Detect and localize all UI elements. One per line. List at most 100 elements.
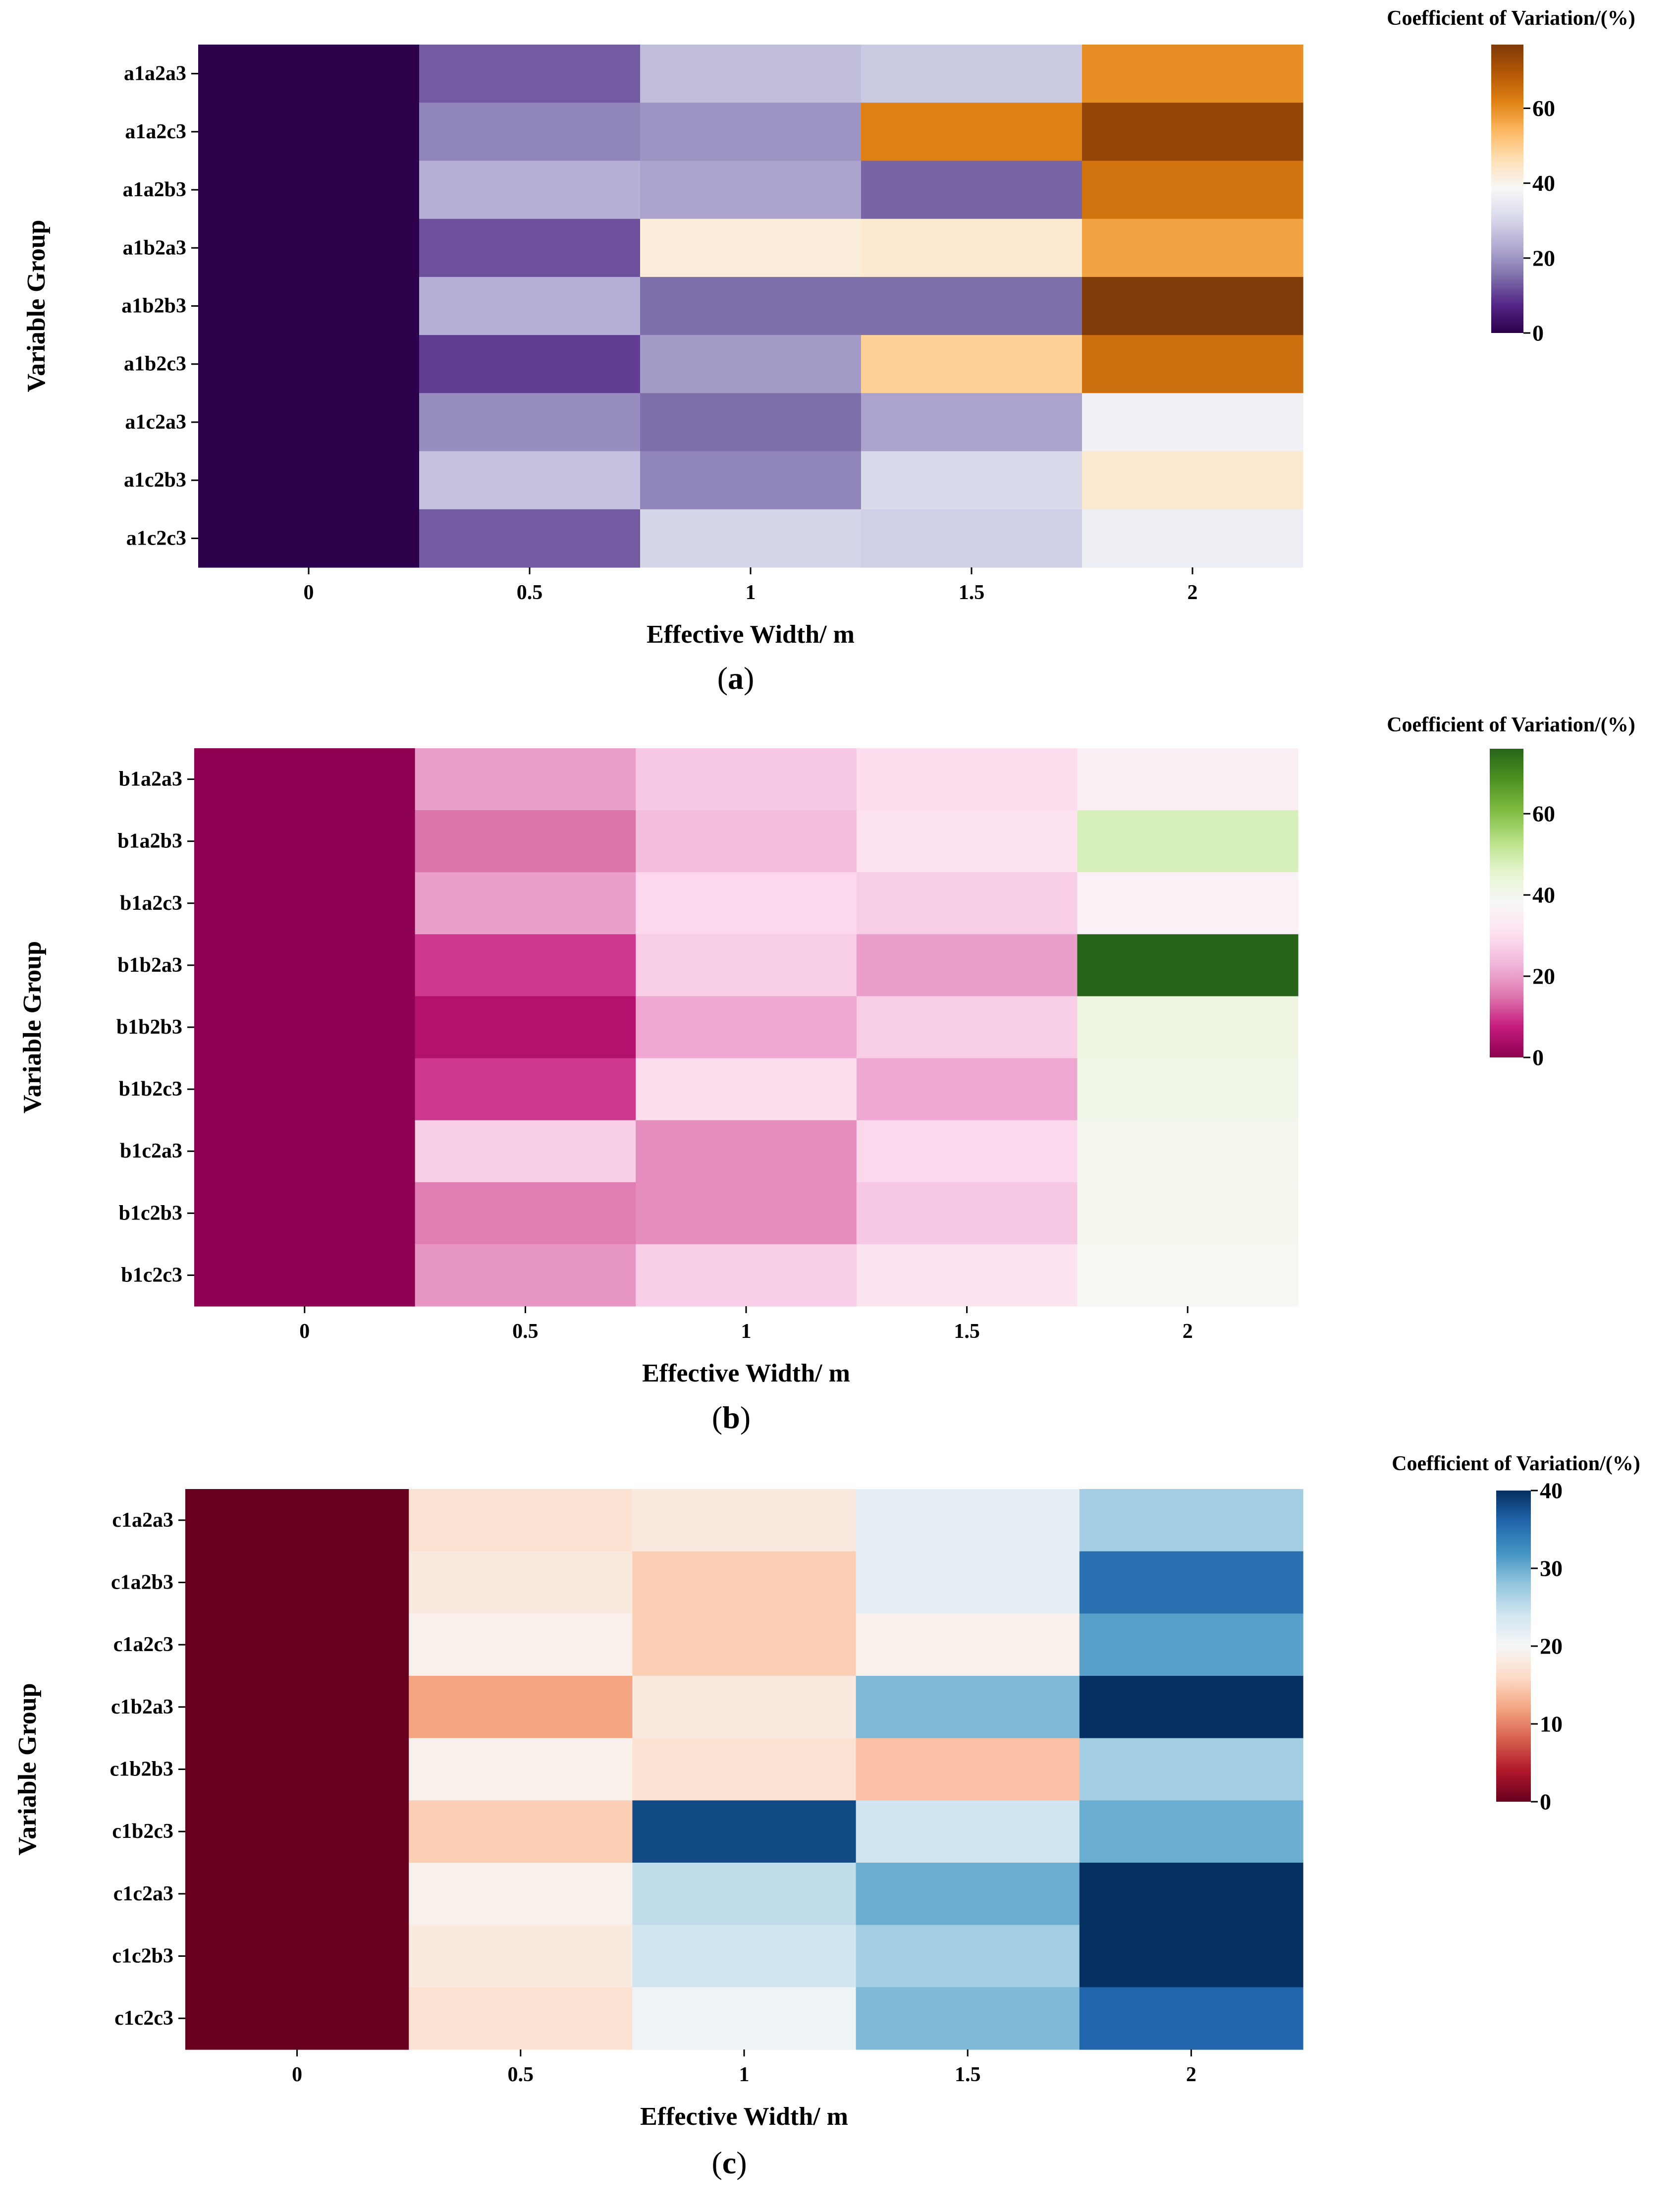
y-tick-label: b1b2b3 [116, 1016, 182, 1039]
heatmap-cell: a1b2c3 @ 0.5: 10 [419, 335, 641, 393]
x-tick-label: 0.5 [508, 2063, 534, 2086]
heatmap-cell: a1c2a3 @ 1.5: 22 [861, 393, 1083, 452]
y-tick-label: b1c2a3 [120, 1140, 182, 1162]
x-tick-label: 1.5 [959, 581, 985, 604]
heatmap-cell: a1a2c3 @ 2: 74 [1082, 103, 1303, 162]
x-tick-label: 1.5 [955, 2063, 981, 2086]
heatmap-cell: c1b2c3 @ 0: 0 [185, 1800, 409, 1863]
y-tick-label: b1a2a3 [119, 768, 182, 791]
heatmap-cell: a1a2b3 @ 1: 22 [640, 161, 862, 220]
heatmap-cell: b1a2b3 @ 0: 0 [194, 810, 416, 873]
heatmap-cell: c1c2c3 @ 0.5: 17 [409, 1987, 633, 2050]
heatmap-cell: b1a2b3 @ 1: 24 [636, 810, 857, 873]
colorbar [1491, 45, 1523, 333]
heatmap-cell: b1a2c3 @ 2: 36 [1077, 872, 1299, 935]
heatmap-cell: b1c2a3 @ 2: 40 [1077, 1120, 1299, 1183]
heatmap-cell: b1c2a3 @ 1: 18 [636, 1120, 857, 1183]
heatmap-cell: a1b2b3 @ 1.5: 15 [861, 276, 1083, 335]
colorbar-tick-label: 40 [1532, 170, 1555, 196]
heatmap-cell: b1c2a3 @ 1.5: 29 [856, 1120, 1078, 1183]
y-tick-label: a1c2c3 [126, 527, 186, 550]
heatmap-cell: c1c2b3 @ 0: 0 [185, 1925, 409, 1988]
heatmap-cell: a1a2b3 @ 0.5: 24 [419, 161, 641, 220]
colorbar-title: Coefficient of Variation/(%) [1387, 714, 1635, 736]
heatmap-cell: a1b2a3 @ 1: 42 [640, 219, 862, 277]
heatmap-cell: a1b2b3 @ 0: 0 [198, 276, 420, 335]
heatmap-cell: a1c2c3 @ 0.5: 13 [419, 509, 641, 568]
heatmap-cell: c1b2a3 @ 2: 40 [1079, 1676, 1303, 1739]
heatmap-cell: c1c2b3 @ 1: 24 [632, 1925, 857, 1988]
x-axis-title: Effective Width/ m [642, 1359, 850, 1387]
heatmap-cell: c1c2b3 @ 1.5: 27 [856, 1925, 1080, 1988]
heatmap-cell: b1b2c3 @ 2: 41 [1077, 1058, 1299, 1121]
y-tick-label: a1b2b3 [121, 295, 186, 318]
heatmap-cell: a1c2b3 @ 1: 18 [640, 451, 862, 510]
y-axis-title: Variable Group [18, 941, 47, 1113]
heatmap-cell: b1b2c3 @ 1: 30 [636, 1058, 857, 1121]
heatmap-cell: b1b2c3 @ 0.5: 10 [415, 1058, 636, 1121]
heatmap-cell: a1a2a3 @ 1: 26 [640, 45, 862, 103]
x-tick-label: 2 [1188, 581, 1198, 604]
heatmap-cell: c1a2a3 @ 2: 27 [1079, 1489, 1303, 1552]
heatmap-cell: a1b2a3 @ 0.5: 12 [419, 219, 641, 277]
heatmap-cell: c1c2c3 @ 1: 21 [632, 1987, 857, 2050]
y-tick-label: b1c2b3 [119, 1202, 182, 1224]
heatmap-cell: a1b2b3 @ 2: 78 [1082, 276, 1303, 335]
heatmap-cell: c1a2b3 @ 1.5: 22 [856, 1551, 1080, 1614]
heatmap-cell: b1c2a3 @ 0: 0 [194, 1120, 416, 1183]
heatmap-cell: b1a2a3 @ 0.5: 20 [415, 748, 636, 811]
heatmap-cell: b1a2b3 @ 1.5: 31 [856, 810, 1078, 873]
heatmap-cell: c1b2a3 @ 0: 0 [185, 1676, 409, 1739]
x-tick-label: 0 [304, 581, 314, 604]
heatmap-cell: a1c2b3 @ 2: 43 [1082, 451, 1303, 510]
heatmap-cell: c1a2a3 @ 0.5: 17 [409, 1489, 633, 1552]
colorbar-tick-label: 40 [1540, 1478, 1563, 1503]
heatmap-cell: b1b2a3 @ 2: 76 [1077, 934, 1299, 997]
x-tick-label: 2 [1183, 1320, 1193, 1343]
heatmap-cell: c1b2b3 @ 2: 27 [1079, 1738, 1303, 1801]
heatmap-cell: a1b2b3 @ 0.5: 24 [419, 276, 641, 335]
heatmap-cell: a1c2b3 @ 1.5: 31 [861, 451, 1083, 510]
colorbar-tick-label: 30 [1540, 1556, 1563, 1581]
heatmap-cell: c1a2c3 @ 1: 15 [632, 1613, 857, 1676]
heatmap-cell: b1b2c3 @ 0: 0 [194, 1058, 416, 1121]
heatmap-cell: b1b2b3 @ 1.5: 27 [856, 996, 1078, 1059]
y-tick-label: c1c2b3 [112, 1945, 173, 1968]
x-tick-label: 1.5 [954, 1320, 980, 1343]
y-tick-label: b1b2c3 [119, 1078, 182, 1101]
panel-c: c1a2a3 @ 0: 0c1a2a3 @ 0.5: 17c1a2a3 @ 1:… [13, 1452, 1640, 2180]
heatmap-cell: a1a2b3 @ 1.5: 14 [861, 161, 1083, 220]
heatmap-cell: b1b2a3 @ 0.5: 10 [415, 934, 636, 997]
heatmap-cell: c1a2c3 @ 1.5: 19 [856, 1613, 1080, 1676]
colorbar-tick-label: 60 [1532, 96, 1555, 121]
y-tick-label: a1b2a3 [123, 236, 186, 259]
heatmap-cell: a1a2c3 @ 0.5: 18 [419, 103, 641, 162]
heatmap-cell: a1a2c3 @ 1: 20 [640, 103, 862, 162]
heatmap-cell: c1b2a3 @ 1: 18 [632, 1676, 857, 1739]
y-axis-title: Variable Group [13, 1683, 42, 1855]
heatmap-cell: c1a2b3 @ 0.5: 18 [409, 1551, 633, 1614]
heatmap-cell: b1a2c3 @ 0: 0 [194, 872, 416, 935]
y-tick-label: b1a2c3 [120, 892, 182, 915]
heatmap-cell: b1b2a3 @ 1.5: 20 [856, 934, 1078, 997]
y-tick-label: c1b2c3 [112, 1820, 173, 1843]
colorbar-tick-label: 20 [1532, 964, 1555, 989]
y-tick-label: b1c2c3 [121, 1264, 182, 1286]
panel-caption: (c) [711, 2145, 747, 2180]
colorbar-tick-label: 40 [1532, 883, 1555, 908]
colorbar-tick-label: 0 [1540, 1789, 1551, 1815]
heatmap-cell: c1c2c3 @ 2: 36 [1079, 1987, 1303, 2050]
panel-caption: (a) [717, 661, 755, 696]
heatmap-cell: b1c2c3 @ 2: 39 [1077, 1244, 1299, 1307]
y-tick-label: a1a2a3 [124, 62, 186, 85]
heatmap-cell: b1a2c3 @ 1.5: 27 [856, 872, 1078, 935]
heatmap-cell: a1b2b3 @ 1: 15 [640, 276, 862, 335]
heatmap-cell: b1a2a3 @ 1.5: 30 [856, 748, 1078, 811]
heatmap-cell: c1b2b3 @ 1: 17 [632, 1738, 857, 1801]
y-tick-label: b1a2b3 [117, 830, 182, 853]
panel-caption: (b) [712, 1400, 751, 1435]
y-tick-label: b1b2a3 [117, 954, 182, 977]
heatmap-cell: c1c2b3 @ 0.5: 18 [409, 1925, 633, 1988]
heatmap-cell: a1b2c3 @ 2: 65 [1082, 335, 1303, 393]
colorbar-tick-label: 60 [1532, 801, 1555, 827]
